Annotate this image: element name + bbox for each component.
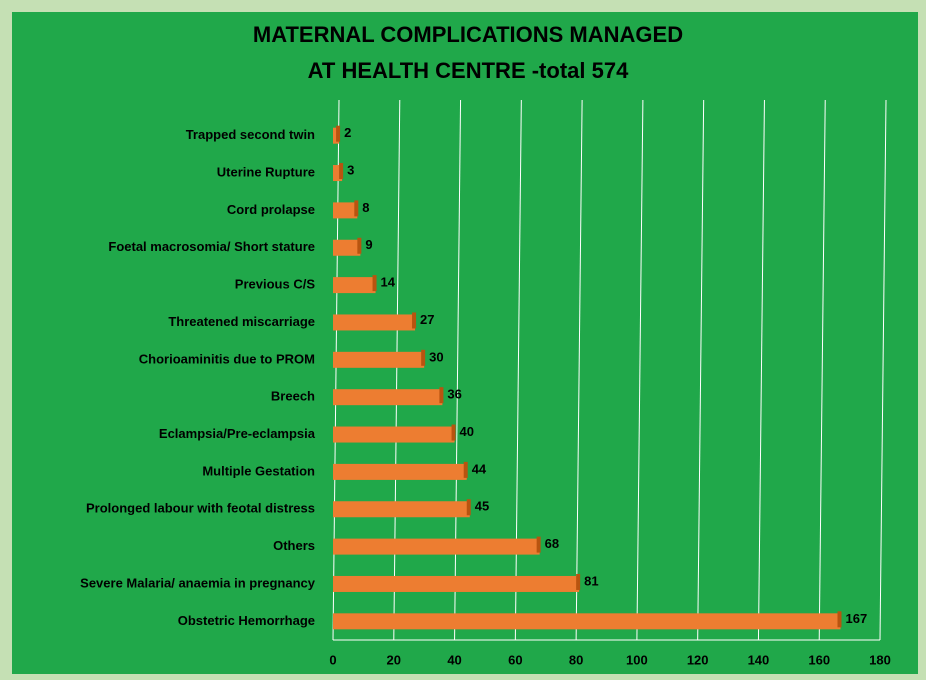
value-label: 68 [545,536,559,551]
bar-side [463,461,468,478]
value-label: 36 [447,387,461,402]
y-tick-label: Obstetric Hemorrhage [178,613,315,628]
y-tick-label: Previous C/S [235,277,316,292]
bar [333,239,361,256]
bar [333,389,443,406]
value-label: 14 [381,275,396,290]
bar [333,165,343,182]
bar-side [439,387,444,404]
y-tick-label: Prolonged labour with feotal distress [86,501,315,516]
bar [333,202,358,219]
bar-side [451,424,456,441]
y-tick-label: Threatened miscarriage [168,314,315,329]
x-tick-label: 180 [869,652,891,667]
bar-side [837,611,842,628]
y-tick-label: Multiple Gestation [202,463,315,478]
bar [333,501,470,518]
bar [333,351,425,368]
x-tick-label: 160 [808,652,830,667]
x-tick-label: 20 [387,652,401,667]
x-tick-label: 40 [447,652,461,667]
grid-line [757,99,765,641]
value-label: 45 [475,499,489,514]
y-tick-label: Severe Malaria/ anaemia in pregnancy [80,575,316,590]
value-label: 167 [845,611,867,626]
value-label: 2 [344,125,351,140]
y-tick-label: Trapped second twin [186,127,315,142]
grid-line [575,99,583,641]
grid-line [879,99,887,641]
x-tick-label: 100 [626,652,648,667]
bar [333,538,540,555]
bar-side [354,200,359,217]
value-label: 3 [347,162,354,177]
value-label: 44 [472,461,487,476]
y-tick-label: Eclampsia/Pre-eclampsia [159,426,316,441]
bar-side [536,536,541,553]
x-tick-label: 120 [687,652,709,667]
bar [333,127,340,144]
value-label: 27 [420,312,434,327]
value-label: 30 [429,349,443,364]
y-tick-label: Chorioaminitis due to PROM [139,351,315,366]
bar-side [357,237,362,254]
bar [333,575,580,592]
bar-side [412,312,417,329]
value-label: 40 [460,424,474,439]
y-tick-label: Foetal macrosomia/ Short stature [108,239,315,254]
chart-title: AT HEALTH CENTRE -total 574 [308,58,629,83]
y-tick-label: Breech [271,389,315,404]
grid-line [636,99,644,641]
y-tick-label: Cord prolapse [227,202,315,217]
y-tick-label: Uterine Rupture [217,164,315,179]
bar [333,463,467,480]
bar-side [421,349,426,366]
plot-background [12,12,918,674]
x-tick-label: 140 [748,652,770,667]
bar-side [466,499,471,516]
bar [333,277,376,294]
x-tick-label: 0 [329,652,336,667]
value-label: 8 [362,200,369,215]
bar [333,613,841,630]
bar-side [336,125,341,142]
value-label: 9 [365,237,372,252]
y-tick-label: Others [273,538,315,553]
x-tick-label: 80 [569,652,583,667]
grid-line [697,99,705,641]
bar [333,426,455,443]
value-label: 81 [584,573,598,588]
bar [333,314,416,331]
chart-title: MATERNAL COMPLICATIONS MANAGED [253,22,683,47]
grid-line [818,99,826,641]
bar-side [339,163,344,180]
bar-side [372,275,377,292]
x-tick-label: 60 [508,652,522,667]
bar-side [576,573,581,590]
